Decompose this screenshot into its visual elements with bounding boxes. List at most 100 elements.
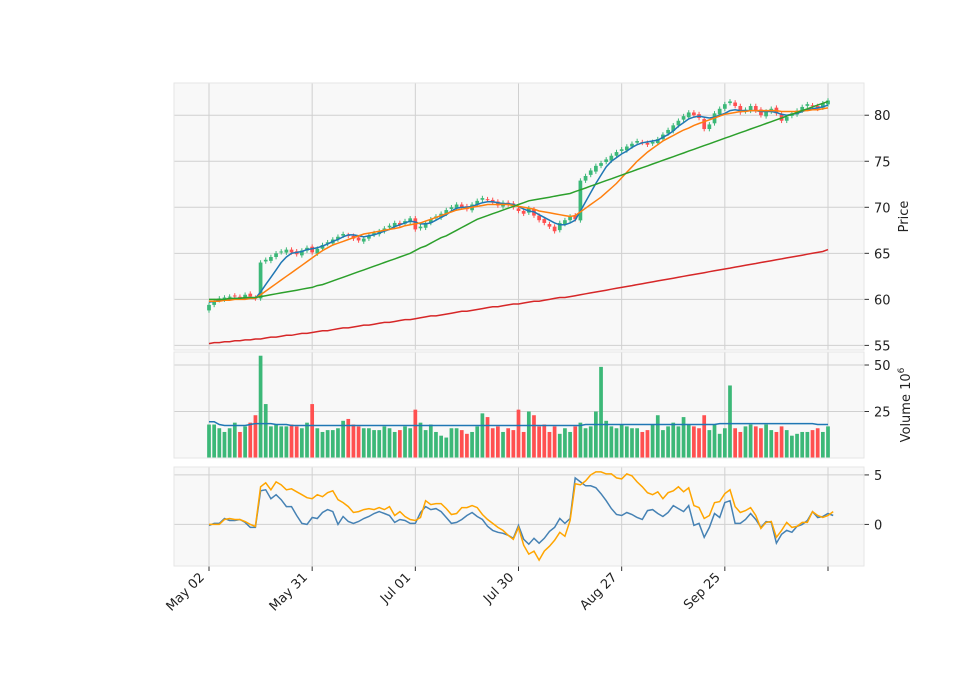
candle-body [563, 220, 567, 225]
candle-body [361, 238, 366, 242]
volume-bar [284, 426, 289, 458]
candle-body [759, 109, 763, 116]
volume-bar [717, 433, 722, 458]
volume-bar [475, 426, 480, 458]
candle-body [279, 251, 284, 253]
candle-body [547, 224, 552, 227]
volume-bar [408, 428, 413, 458]
volume-bar [465, 433, 469, 458]
volume-bar [790, 435, 794, 458]
volume-bar [263, 404, 268, 458]
candle-body [222, 297, 227, 300]
panel-frame-macd [173, 466, 865, 567]
volume-bar [232, 422, 237, 458]
volume-bar [774, 431, 779, 458]
volume-bar [697, 428, 701, 458]
volume-bar [403, 426, 407, 458]
volume-bar [552, 426, 557, 458]
volume-bar [330, 430, 335, 458]
volume-bar [459, 430, 464, 458]
candle-body [826, 100, 830, 105]
candle-body [485, 199, 490, 201]
volume-bar [661, 430, 665, 458]
candle-body [764, 111, 768, 117]
candle-body [624, 146, 629, 151]
volume-bar [305, 422, 309, 458]
candle-body [392, 222, 397, 227]
volume-bar [769, 430, 774, 458]
volume-bar [207, 424, 211, 458]
candle-body [681, 116, 686, 120]
candle-body [733, 102, 738, 107]
volume-bar [449, 428, 454, 458]
volume-bar [480, 413, 485, 458]
volume-bar [315, 428, 320, 458]
volume-bar [676, 426, 681, 458]
volume-bar [279, 426, 284, 458]
price-tick-label: 75 [874, 155, 891, 170]
volume-bar [795, 433, 799, 458]
volume-bar [666, 426, 670, 458]
candle-body [578, 180, 583, 221]
volume-bar [784, 430, 789, 458]
volume-bar [485, 417, 490, 458]
volume-bar [269, 426, 273, 458]
candle-body [728, 101, 732, 104]
candle-body [588, 170, 593, 175]
candle-body [387, 225, 392, 228]
candle-body [325, 242, 330, 244]
candle-body [289, 249, 294, 253]
volume-bar [496, 426, 500, 458]
volume-bar [630, 428, 634, 458]
candle-body [243, 294, 247, 298]
candle-body [568, 216, 572, 221]
volume-bar [779, 426, 784, 458]
volume-bar [294, 426, 299, 458]
candle-body [516, 208, 521, 211]
candle-body [671, 125, 676, 132]
volume-bar [759, 428, 763, 458]
volume-bar [377, 430, 382, 458]
candle-body [454, 204, 459, 209]
candle-body [398, 222, 402, 225]
volume-bar [470, 431, 474, 458]
candle-body [475, 200, 480, 205]
x-tick-label: Sep 25 [681, 570, 724, 613]
candle-body [459, 204, 464, 208]
volume-bar [289, 424, 294, 458]
volume-bar [583, 428, 588, 458]
candle-body [635, 141, 639, 143]
volume-bar [392, 431, 397, 458]
candle-body [599, 163, 603, 166]
volume-bar [336, 428, 340, 458]
volume-bar [258, 355, 263, 458]
candle-body [722, 104, 727, 109]
candle-body [320, 245, 325, 249]
volume-bar [573, 426, 578, 458]
volume-bar [217, 428, 222, 458]
candle-body [692, 112, 696, 116]
volume-bar [434, 431, 438, 458]
candle-body [702, 119, 707, 130]
volume-bar [624, 426, 629, 458]
volume-bar [413, 409, 418, 458]
volume-bar [398, 430, 402, 458]
volume-bar [640, 431, 645, 458]
x-tick-label: Aug 27 [577, 570, 620, 613]
volume-tick-label: 50 [874, 359, 891, 374]
volume-bar [222, 431, 227, 458]
volume-axis-label: Volume 106 [897, 367, 914, 442]
candle-body [738, 106, 743, 113]
volume-bar [454, 428, 459, 458]
candle-body [805, 104, 810, 106]
volume-bar [346, 418, 351, 458]
volume-bar [681, 417, 686, 458]
candle-body [284, 249, 289, 253]
candle-body [408, 218, 413, 223]
volume-bar [764, 424, 768, 458]
candle-body [496, 201, 500, 206]
candle-body [753, 106, 758, 111]
volume-bar [516, 409, 521, 458]
volume-bar [382, 426, 387, 458]
candle-body [686, 112, 691, 118]
